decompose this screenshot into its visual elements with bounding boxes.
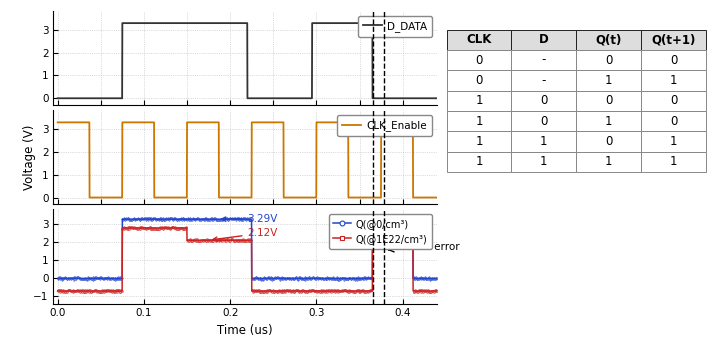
Legend: Q(@0/cm³), Q(@1E22/cm³): Q(@0/cm³), Q(@1E22/cm³) bbox=[328, 214, 432, 249]
Text: ← Data error: ← Data error bbox=[389, 243, 460, 252]
Legend: CLK_Enable: CLK_Enable bbox=[337, 115, 432, 136]
Text: 3.29V: 3.29V bbox=[222, 214, 278, 224]
X-axis label: Time (us): Time (us) bbox=[218, 324, 273, 337]
Y-axis label: Voltage (V): Voltage (V) bbox=[23, 124, 36, 190]
Text: 2.12V: 2.12V bbox=[213, 228, 278, 241]
Legend: D_DATA: D_DATA bbox=[358, 16, 432, 37]
